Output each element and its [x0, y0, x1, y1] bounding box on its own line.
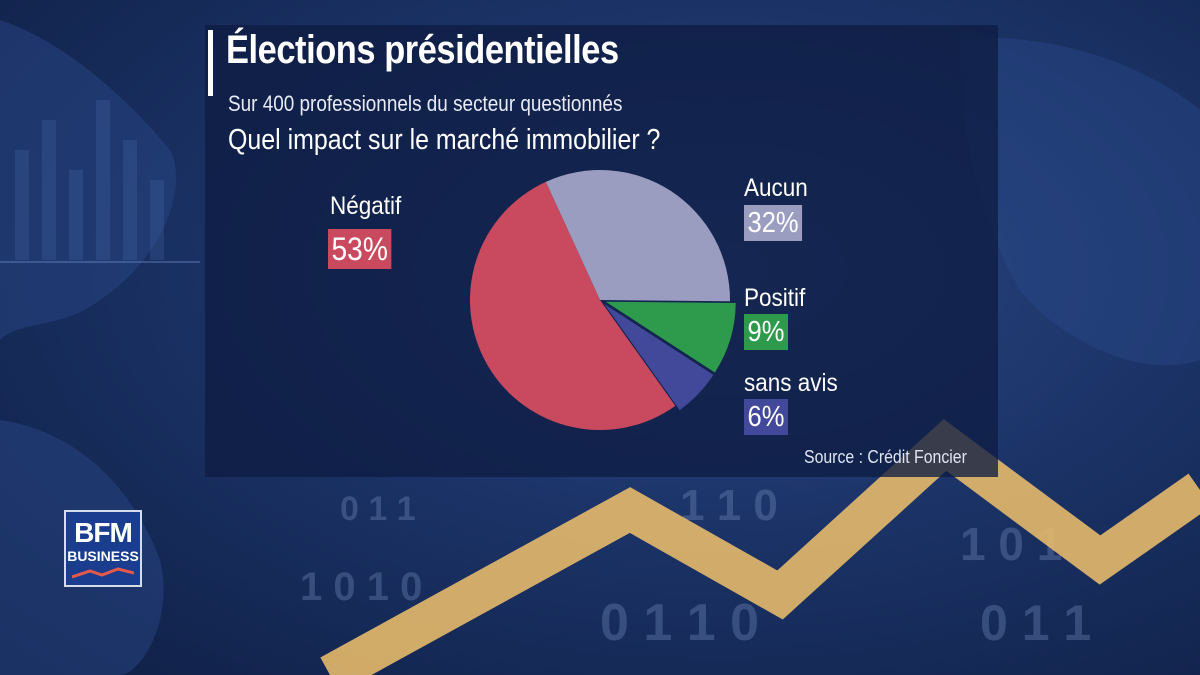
title-accent-bar — [208, 30, 213, 96]
slice-value-negatif: 53% — [328, 229, 392, 269]
svg-text:0 1 1: 0 1 1 — [980, 595, 1091, 651]
slice-value-sans-avis: 6% — [744, 399, 788, 435]
pie-chart — [470, 170, 736, 430]
chart-question: Quel impact sur le marché immobilier ? — [228, 124, 661, 156]
pie-slice-aucun — [545, 170, 730, 302]
svg-text:1 0 1 0: 1 0 1 0 — [300, 565, 422, 609]
slice-label-sans-avis: sans avis — [744, 369, 838, 397]
svg-text:0 1 1: 0 1 1 — [340, 490, 416, 528]
slice-label-positif: Positif — [744, 284, 806, 312]
slice-value-aucun: 32% — [744, 205, 803, 241]
slice-label-aucun: Aucun — [744, 174, 808, 202]
slice-value-positif: 9% — [744, 314, 788, 350]
page-title: Élections présidentielles — [226, 28, 619, 72]
pie-slice-sans-avis — [604, 304, 714, 411]
svg-text:0 1 1 0: 0 1 1 0 — [600, 594, 759, 652]
pie-slice-negatif — [470, 181, 676, 430]
chart-subtitle: Sur 400 professionnels du secteur questi… — [228, 91, 623, 116]
bfm-business-logo: BFM BUSINESS — [64, 510, 142, 587]
svg-text:1 1 0: 1 1 0 — [680, 481, 778, 530]
pie-slice-positif — [605, 301, 736, 373]
slice-label-negatif: Négatif — [330, 192, 402, 220]
logo-swoosh-icon — [72, 567, 134, 579]
source-credit: Source : Crédit Foncier — [804, 447, 967, 467]
